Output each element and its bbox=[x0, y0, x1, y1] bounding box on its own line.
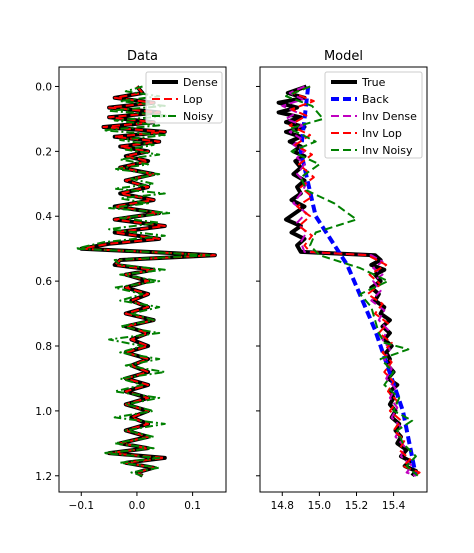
legend-label: Inv Lop bbox=[362, 127, 402, 140]
legend-box bbox=[324, 71, 423, 159]
series-group bbox=[74, 85, 217, 478]
plot-frame bbox=[58, 66, 227, 493]
y-tick-label: 0.2 bbox=[35, 146, 52, 158]
x-tick-label: 15.0 bbox=[308, 500, 331, 512]
series-line-inv-noisy bbox=[285, 85, 419, 477]
series-line-inv-lop bbox=[288, 85, 421, 477]
legend-label: Inv Dense bbox=[362, 110, 417, 123]
plot-frame bbox=[259, 66, 428, 493]
legend-label: Noisy bbox=[183, 110, 214, 123]
legend-label: True bbox=[361, 76, 386, 89]
chart-title: Data bbox=[127, 49, 158, 64]
chart-title: Model bbox=[324, 49, 363, 64]
x-tick-label: 15.4 bbox=[382, 500, 406, 512]
series-line-noisy bbox=[74, 85, 211, 477]
legend-label: Lop bbox=[183, 93, 203, 106]
x-tick-label: 15.2 bbox=[345, 500, 368, 512]
y-tick-label: 1.2 bbox=[35, 471, 52, 483]
x-tick-label: −0.1 bbox=[69, 500, 95, 512]
y-tick-label: 0.8 bbox=[35, 341, 52, 353]
series-group bbox=[276, 84, 421, 478]
series-line-back bbox=[298, 86, 418, 477]
legend: True Back Inv Dense Inv Lop Inv Noisy bbox=[324, 71, 423, 159]
y-tick-label: 0.0 bbox=[35, 81, 52, 93]
series-line-inv-dense bbox=[281, 85, 417, 477]
y-tick-label: 0.6 bbox=[35, 276, 52, 288]
x-tick-label: 0.1 bbox=[184, 500, 201, 512]
y-tick-label: 1.0 bbox=[35, 406, 52, 418]
legend-box bbox=[145, 71, 223, 124]
x-tick-label: 14.8 bbox=[271, 500, 294, 512]
axes-model: Model 14.8 15.0 15.2 15.4 True Back Inv Dense In… bbox=[256, 49, 428, 512]
legend-label: Dense bbox=[183, 76, 218, 89]
x-tick-label: 0.0 bbox=[129, 500, 146, 512]
series-line-lop bbox=[80, 85, 216, 477]
axes-data: Data −0.1 0.0 0.1 0.0 0.2 0.4 0.6 0.8 1.0 1.2 Dense… bbox=[35, 49, 227, 512]
legend: Dense Lop Noisy bbox=[145, 71, 223, 124]
legend-label: Inv Noisy bbox=[362, 144, 413, 157]
legend-label: Back bbox=[362, 93, 389, 106]
y-tick-label: 0.4 bbox=[35, 211, 52, 223]
